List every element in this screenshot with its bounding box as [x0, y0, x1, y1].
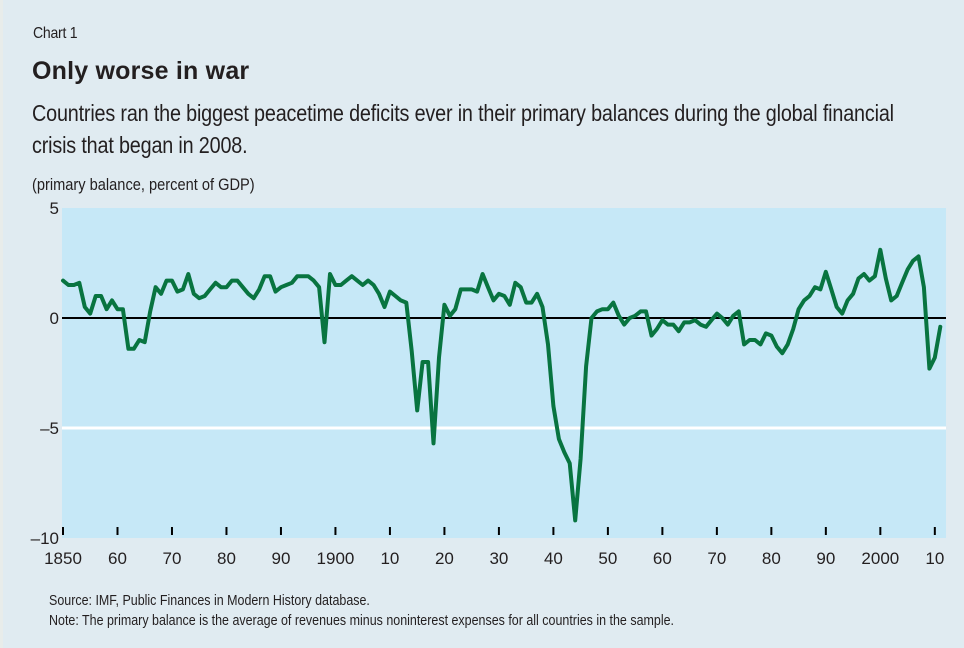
x-tick-label: 80 — [217, 549, 236, 568]
x-tick-label: 70 — [163, 549, 182, 568]
source-note: Source: IMF, Public Finances in Modern H… — [49, 593, 370, 609]
x-tick-label: 10 — [925, 549, 944, 568]
series-line-primary-balance — [61, 247, 943, 523]
page-edge — [0, 0, 3, 648]
x-tick-label: 70 — [707, 549, 726, 568]
chart-number: Chart 1 — [33, 25, 78, 42]
x-tick-label: 2000 — [861, 549, 899, 568]
plot-area — [62, 208, 946, 538]
y-tick-label: 5 — [50, 199, 59, 218]
gridlines — [62, 317, 946, 430]
chart-subtitle: Countries ran the biggest peacetime defi… — [32, 100, 894, 158]
y-axis-unit-label: (primary balance, percent of GDP) — [32, 175, 255, 194]
y-tick-label: –10 — [31, 529, 59, 548]
x-tick-label: 80 — [762, 549, 781, 568]
chart-title: Only worse in war — [32, 57, 250, 85]
x-tick-label: 90 — [271, 549, 290, 568]
x-tick-label: 90 — [816, 549, 835, 568]
x-axis: 1850 60 70 80 90 1900 10 20 30 40 50 60 70 80 90 2000 10 — [44, 527, 944, 568]
x-tick-label: 1850 — [44, 549, 82, 568]
x-tick-label: 40 — [544, 549, 563, 568]
x-tick-label: 10 — [380, 549, 399, 568]
x-tick-label: 60 — [653, 549, 672, 568]
x-tick-label: 50 — [598, 549, 617, 568]
x-tick-label: 1900 — [317, 549, 355, 568]
footnote: Note: The primary balance is the average… — [49, 613, 675, 629]
x-tick-label: 60 — [108, 549, 127, 568]
y-axis: 5 0 –5 –10 — [31, 199, 59, 548]
x-tick-label: 30 — [489, 549, 508, 568]
chart-footer: Source: IMF, Public Finances in Modern H… — [49, 591, 909, 631]
x-tick-label: 20 — [435, 549, 454, 568]
y-tick-label: 0 — [50, 309, 59, 328]
y-tick-label: –5 — [40, 419, 59, 438]
